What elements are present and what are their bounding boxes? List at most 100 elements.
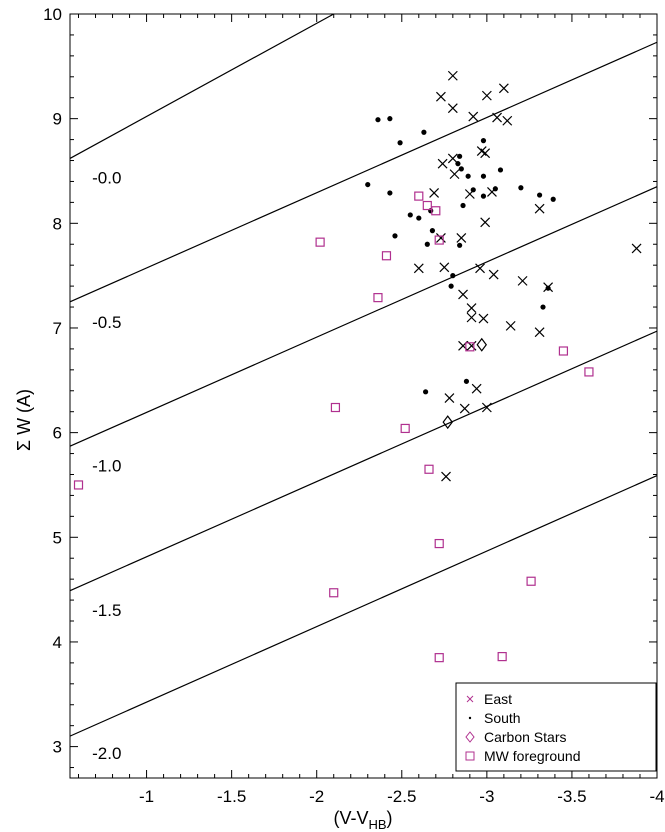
- x-axis-title-main: (V-V: [333, 808, 368, 828]
- cross-stroke: [502, 115, 513, 126]
- east-point: [480, 217, 491, 228]
- south-point: [375, 117, 381, 123]
- cross-stroke: [466, 340, 477, 351]
- east-point: [447, 103, 458, 114]
- south-point: [392, 233, 398, 239]
- legend-south-marker: [468, 716, 472, 720]
- iso-line-label: -1.0: [92, 456, 121, 475]
- east-point: [456, 233, 467, 243]
- mw-foreground-point: [381, 251, 392, 261]
- iso-line-label: -2.0: [92, 744, 121, 763]
- south-point: [457, 153, 463, 159]
- south-point: [387, 116, 393, 122]
- mw-foreground-point: [434, 653, 444, 663]
- south-point: [497, 167, 504, 173]
- south-point: [460, 202, 466, 209]
- east-point: [437, 158, 448, 169]
- east-point: [435, 233, 446, 243]
- mw-foreground-point: [414, 191, 424, 201]
- cross-stroke: [466, 695, 474, 703]
- cross-stroke: [534, 203, 545, 214]
- y-tick-label: 10: [43, 5, 62, 24]
- east-point: [498, 83, 509, 94]
- east-point: [435, 91, 446, 102]
- legend-label: MW foreground: [484, 748, 580, 764]
- iso-line-labels: -0.0 -0.5 -1.0 -1.5 -2.0: [92, 169, 121, 764]
- mw-foreground-point: [465, 342, 475, 352]
- south-point: [416, 215, 422, 221]
- east-point: [413, 263, 424, 274]
- cross-stroke: [492, 112, 502, 123]
- x-tick-label: -3: [479, 787, 494, 806]
- cross-stroke: [476, 146, 487, 157]
- cross-stroke: [444, 393, 455, 404]
- east-point: [466, 303, 477, 314]
- iso-line: [69, 41, 658, 303]
- east-point: [468, 111, 479, 122]
- iso-line-label: -0.5: [92, 313, 121, 332]
- south-point: [450, 273, 456, 279]
- south-point: [537, 192, 543, 198]
- mw-foreground-point: [315, 237, 325, 247]
- south-point: [397, 140, 403, 146]
- east-point: [502, 115, 513, 126]
- east-point: [517, 275, 528, 286]
- y-tick-label: 6: [53, 424, 62, 443]
- south-point: [423, 389, 429, 395]
- east-point: [459, 403, 470, 414]
- legend-mw-marker: [465, 751, 475, 761]
- east-point: [447, 70, 458, 81]
- cross-stroke: [480, 217, 491, 228]
- cross-stroke: [488, 269, 499, 280]
- y-tick-label: 3: [53, 738, 62, 757]
- cross-stroke: [481, 90, 492, 101]
- x-tick-label: -4: [649, 787, 664, 806]
- carbon-star-point: [476, 337, 488, 352]
- south-point: [480, 173, 487, 179]
- legend-label: East: [484, 691, 512, 707]
- y-tick-label: 5: [53, 528, 62, 547]
- cross-stroke: [631, 243, 642, 254]
- y-tick-label: 9: [53, 110, 62, 129]
- mw-foreground-point: [424, 464, 434, 474]
- cross-stroke: [447, 153, 458, 164]
- east-point: [439, 262, 450, 273]
- cross-stroke: [439, 262, 450, 273]
- x-tick-label: -1.5: [217, 787, 246, 806]
- south-point: [455, 161, 461, 167]
- south-point: [387, 190, 393, 196]
- cross-stroke: [481, 402, 492, 413]
- cross-stroke: [429, 188, 440, 198]
- cross-stroke: [478, 313, 489, 324]
- east-point: [458, 289, 468, 300]
- east-point: [441, 471, 451, 482]
- legend-items: East South Carbon Stars MW foreground: [465, 691, 580, 764]
- south-point: [407, 212, 413, 218]
- south-point: [457, 242, 463, 248]
- east-point: [534, 203, 545, 214]
- cross-stroke: [466, 303, 477, 314]
- south-point: [463, 378, 470, 384]
- legend-label: Carbon Stars: [484, 729, 566, 745]
- cross-stroke: [480, 148, 491, 159]
- east-point: [480, 148, 491, 159]
- iso-line-label: -0.0: [92, 169, 121, 188]
- east-point: [429, 188, 440, 198]
- cross-stroke: [517, 275, 528, 286]
- south-point: [518, 185, 524, 191]
- cross-stroke: [468, 111, 479, 122]
- south-point: [545, 285, 551, 291]
- south-point: [421, 129, 427, 135]
- mw-foreground-point: [526, 576, 536, 586]
- cross-stroke: [459, 403, 470, 414]
- cross-stroke: [447, 103, 458, 114]
- south-point: [480, 193, 487, 199]
- cross-stroke: [449, 169, 460, 180]
- east-point: [481, 90, 492, 101]
- south-point: [540, 304, 546, 310]
- cross-stroke: [435, 233, 446, 243]
- mw-foreground-point: [422, 200, 432, 211]
- mw-foreground-point: [431, 206, 441, 216]
- iso-line: [69, 474, 658, 737]
